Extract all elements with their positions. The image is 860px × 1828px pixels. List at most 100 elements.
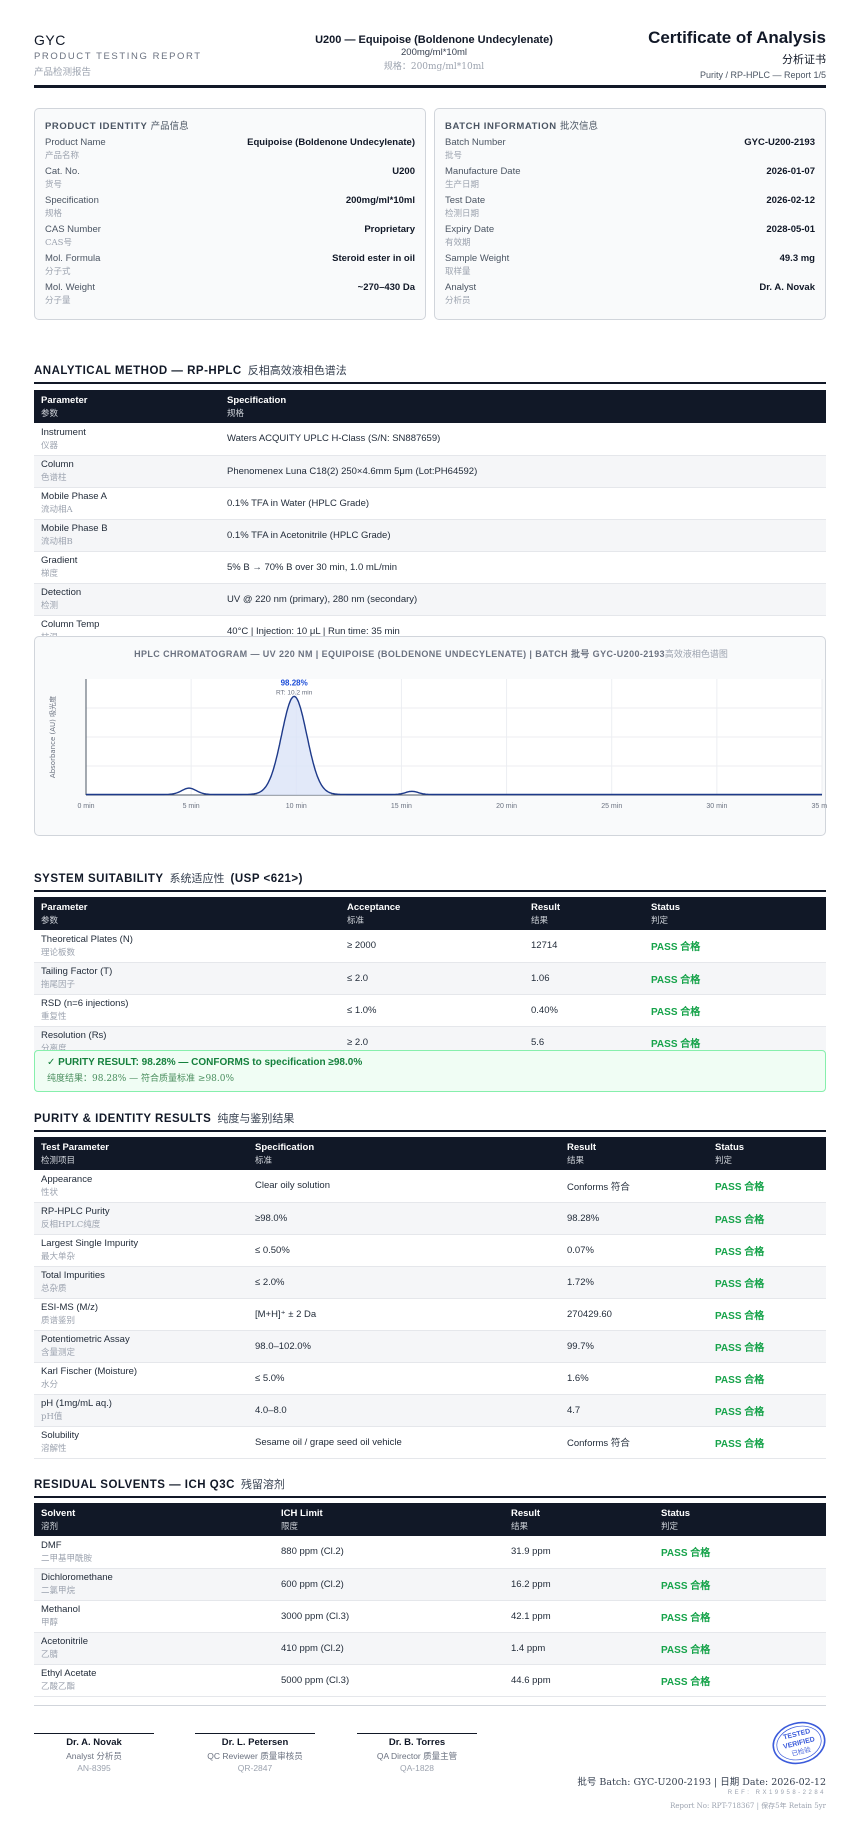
- param-cell: Largest Single Impurity 最大单杂: [34, 1234, 248, 1267]
- section-title-cn: 反相高效液相色谱法: [247, 364, 347, 377]
- report-type-cn: 产品检测报告: [34, 67, 92, 78]
- param-cell: Appearance 性状: [34, 1170, 248, 1203]
- param-name-cn: 二氯甲烷: [41, 1586, 76, 1596]
- footer-ref: REF: RX19958-2284: [727, 1790, 826, 1796]
- res-cell: 270429.60: [560, 1298, 708, 1331]
- column-header-cn: 溶剂: [41, 1522, 59, 1532]
- param-name-cn: 水分: [41, 1380, 59, 1390]
- column-header: Specification 规格: [220, 390, 826, 423]
- param-cell: RP-HPLC Purity 反相HPLC纯度: [34, 1202, 248, 1235]
- solvents-section-title: RESIDUAL SOLVENTS — ICH Q3C 残留溶剂: [34, 1475, 826, 1498]
- x-tick-label: 35 min: [811, 803, 827, 810]
- param-cell: Ethyl Acetate 乙酸乙酯: [34, 1664, 274, 1697]
- column-header-cn: 标准: [255, 1156, 273, 1166]
- column-header-cn: 标准: [347, 916, 365, 926]
- column-header-cn: 结果: [567, 1156, 585, 1166]
- spec-cell: Clear oily solution: [248, 1170, 560, 1203]
- column-header: Parameter 参数: [34, 390, 220, 423]
- status-badge: PASS 合格: [708, 1426, 826, 1459]
- column-header-en: Status: [651, 902, 681, 913]
- param-name: Resolution (Rs): [41, 1030, 107, 1041]
- info-row: Specification 规格 200mg/ml*10ml: [45, 195, 415, 224]
- info-row: Batch Number 批号 GYC-U200-2193: [445, 137, 815, 166]
- signer-role-cn: 质量审核员: [260, 1752, 303, 1762]
- status-badge: PASS 合格: [708, 1202, 826, 1235]
- section-title-en: ANALYTICAL METHOD — RP-HPLC: [34, 365, 242, 377]
- x-tick-label: 25 min: [601, 803, 622, 810]
- column-header-en: Result: [567, 1142, 597, 1153]
- column-header-cn: 结果: [531, 916, 549, 926]
- section-title-cn: 纯度与鉴别结果: [217, 1112, 295, 1125]
- banner-line-cn: 纯度结果：98.28% — 符合质量标准 ≥98.0%: [47, 1074, 235, 1084]
- info-label: Manufacture Date: [445, 166, 521, 177]
- column-header-cn: 参数: [41, 916, 59, 926]
- info-label-cn: CAS号: [45, 238, 72, 248]
- param-name: RP-HPLC Purity: [41, 1206, 110, 1217]
- column-header-cn: 判定: [651, 916, 669, 926]
- column-header-cn: 参数: [41, 409, 59, 419]
- status-badge: PASS 合格: [708, 1170, 826, 1203]
- column-header-en: ICH Limit: [281, 1508, 323, 1519]
- param-name: Appearance: [41, 1173, 93, 1185]
- status-badge: PASS 合格: [654, 1536, 826, 1569]
- column-header-en: Solvent: [41, 1508, 76, 1519]
- chromatogram-title-cn: 高效液相色谱图: [664, 650, 728, 660]
- column-header: Status 判定: [708, 1137, 826, 1170]
- param-name: Total Impurities: [41, 1270, 105, 1281]
- signer-role-cn: 分析员: [96, 1752, 122, 1762]
- param-name-cn: 仪器: [41, 440, 59, 451]
- table-row: Theoretical Plates (N) 理论板数 ≥ 2000 12714 PAS…: [34, 930, 826, 963]
- spec-cell: ≥98.0%: [248, 1202, 560, 1235]
- param-name-cn: 检测: [41, 601, 59, 611]
- purity-result-banner: ✓ PURITY RESULT: 98.28% — CONFORMS to sp…: [34, 1050, 826, 1092]
- column-header: Result 结果: [560, 1137, 708, 1170]
- status-badge: PASS 合格: [644, 962, 826, 995]
- info-label-cn: 检测日期: [445, 209, 480, 219]
- signature-divider: [34, 1705, 826, 1706]
- info-value: Dr. A. Novak: [759, 282, 815, 293]
- param-name-cn: 流动相B: [41, 537, 73, 547]
- res-cell: 31.9 ppm: [504, 1536, 654, 1569]
- info-row: Expiry Date 有效期 2028-05-01: [445, 224, 815, 253]
- signer-id: QR-2847: [237, 1763, 273, 1773]
- param-cell: Potentiometric Assay 含量测定: [34, 1330, 248, 1363]
- table-row: Column 色谱柱 Phenomenex Luna C18(2) 250×4.6m…: [34, 455, 826, 488]
- signer-role-cn: 质量主管: [423, 1752, 458, 1762]
- param-name-cn: 总杂质: [41, 1284, 67, 1294]
- param-name: Tailing Factor (T): [41, 966, 113, 977]
- column-header-en: Result: [531, 902, 561, 913]
- info-label-cn: 生产日期: [445, 180, 480, 190]
- res-cell: 4.7: [560, 1394, 708, 1427]
- table-body: Appearance 性状 Clear oily solution Conforms …: [34, 1170, 826, 1459]
- param-name: DMF: [41, 1539, 62, 1551]
- table-row: Mobile Phase B 流动相B 0.1% TFA in Acetonitri…: [34, 519, 826, 552]
- status-badge: PASS 合格: [654, 1568, 826, 1601]
- status-badge: PASS 合格: [644, 930, 826, 963]
- product-identity-rows: Product Name 产品名称 Equipoise (Boldenone Und…: [45, 137, 415, 311]
- column-header: Acceptance 标准: [340, 897, 524, 930]
- param-name: RSD (n=6 injections): [41, 998, 129, 1009]
- column-header: Test Parameter 检测项目: [34, 1137, 248, 1170]
- spec-cell: Sesame oil / grape seed oil vehicle: [248, 1426, 560, 1459]
- status-badge: PASS 合格: [654, 1600, 826, 1633]
- info-value: U200: [392, 166, 415, 177]
- param-name-cn: pH值: [41, 1412, 63, 1422]
- signer-role-line: QA Director 质量主管: [357, 1750, 477, 1762]
- status-badge: PASS 合格: [708, 1266, 826, 1299]
- acc-cell: ≥ 2000: [340, 930, 524, 963]
- param-name-cn: 拖尾因子: [41, 980, 76, 990]
- param-cell: Gradient 梯度: [34, 551, 220, 584]
- res-cell: 99.7%: [560, 1330, 708, 1363]
- param-cell: Column 色谱柱: [34, 455, 220, 488]
- res-cell: 1.4 ppm: [504, 1632, 654, 1665]
- table-body: DMF 二甲基甲酰胺 880 ppm (Cl.2) 31.9 ppm PASS 合格 Di…: [34, 1536, 826, 1697]
- column-header: Result 结果: [504, 1503, 654, 1536]
- info-cards: PRODUCT IDENTITY 产品信息 Product Name 产品名称 Eq…: [34, 108, 826, 320]
- chromatogram-title: HPLC CHROMATOGRAM — UV 220 NM | EQUIPOIS…: [35, 647, 827, 660]
- status-badge: PASS 合格: [708, 1298, 826, 1331]
- res-cell: 12714: [524, 930, 644, 963]
- param-name-cn: 质谱鉴别: [41, 1316, 76, 1326]
- acc-cell: ≤ 2.0: [340, 962, 524, 995]
- column-header-cn: 检测项目: [41, 1156, 76, 1166]
- table-row: Potentiometric Assay 含量测定 98.0–102.0% 99.7%…: [34, 1330, 826, 1363]
